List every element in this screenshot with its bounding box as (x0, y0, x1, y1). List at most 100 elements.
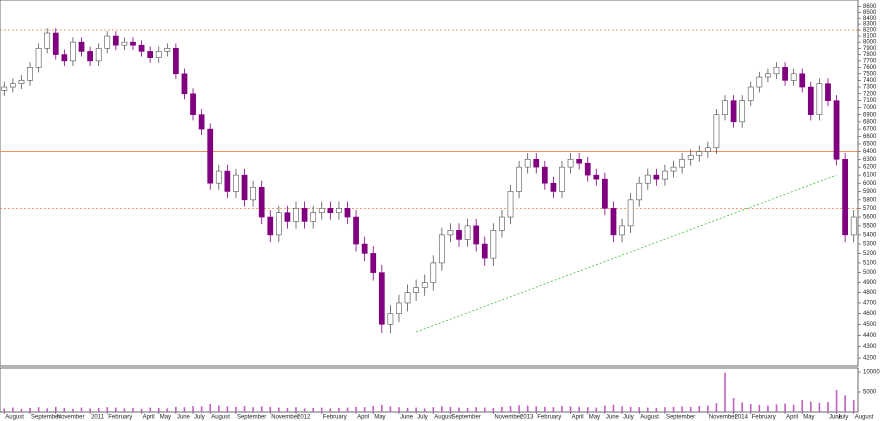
volume-bar (252, 407, 254, 412)
x-tick-label: May (160, 415, 171, 421)
volume-bar (115, 407, 117, 412)
y-tick-label: 7300 (863, 85, 877, 91)
volume-bar (792, 404, 795, 412)
volume-bar (320, 407, 323, 412)
y-tick-label: 7000 (863, 105, 877, 111)
y-tick-label: 4500 (863, 322, 877, 328)
x-tick-label: August (640, 415, 659, 421)
candle-body (799, 73, 806, 88)
candle-body (70, 41, 76, 62)
candle-body (576, 158, 583, 164)
volume-bar (458, 407, 460, 412)
volume-bar (209, 404, 212, 412)
volume-bar (475, 407, 477, 412)
y-tick-label: 7100 (863, 98, 877, 104)
candle-body (87, 51, 93, 62)
volume-bar (801, 400, 804, 412)
volume-bar (544, 406, 546, 412)
volume-bar (552, 407, 555, 412)
volume-bar (827, 402, 829, 412)
x-tick-label: April (143, 415, 155, 421)
volume-bar (724, 372, 726, 412)
candle-body (696, 151, 703, 156)
x-tick-label: February (108, 415, 132, 421)
x-tick-label: August (434, 415, 453, 421)
candle-body (747, 86, 754, 101)
candle-body (35, 48, 42, 68)
volume-bar (775, 404, 778, 412)
volume-bar (604, 405, 606, 412)
candle-body (782, 66, 788, 81)
y-tick-label: 7400 (863, 78, 877, 84)
volume-bar (758, 404, 761, 412)
volume-bar (810, 401, 812, 412)
candle-body (61, 54, 68, 62)
x-tick-label: June (606, 415, 620, 421)
candle-body (164, 48, 171, 52)
candle-body (687, 155, 694, 160)
y-tick-label: 8400 (863, 16, 877, 22)
price-pane (0, 0, 859, 367)
volume-bar (818, 402, 821, 412)
candle-body (327, 208, 334, 213)
volume-bar (226, 406, 229, 412)
candle-body (378, 272, 385, 325)
candle-body (481, 243, 488, 259)
volume-bar (578, 406, 580, 412)
candle-body (499, 216, 505, 231)
candle-body (27, 66, 33, 81)
volume-bar (672, 406, 675, 412)
y-tick-label: 6700 (863, 127, 877, 133)
x-tick-label: August (855, 415, 874, 421)
volume-bar (423, 408, 426, 412)
candle-body (825, 83, 831, 101)
x-tick-label: November (709, 415, 737, 421)
y-tick-label: 8600 (863, 4, 877, 10)
trendline (415, 174, 837, 333)
y-tick-label: 5900 (863, 189, 877, 195)
y-tick-label: 8000 (863, 40, 877, 46)
candle-body (541, 166, 548, 184)
x-tick-label: August (5, 415, 24, 421)
y-tick-label: 5300 (863, 242, 877, 248)
candle-body (52, 32, 59, 55)
candle-body (301, 208, 308, 222)
x-tick-label: April (786, 415, 798, 421)
volume-bar (501, 406, 503, 412)
volume-bar (72, 408, 74, 412)
x-tick-label: February (752, 415, 776, 421)
volume-bar (415, 407, 417, 412)
candle-body (233, 174, 239, 192)
volume-pane (0, 367, 859, 413)
x-tick-label: June (829, 415, 843, 421)
volume-bar (363, 407, 366, 412)
x-tick-label: May (374, 415, 385, 421)
candle-body (421, 282, 428, 288)
candle-body (1, 86, 8, 91)
volume-bar (749, 404, 752, 412)
x-tick-label: November (57, 415, 85, 421)
y-tick-label: 5000 (863, 270, 877, 276)
y-tick-label: 7800 (863, 52, 877, 58)
x-tick-label: 2011 (91, 415, 105, 421)
candle-body (258, 187, 265, 218)
y-tick-label: 4200 (863, 356, 877, 362)
y-tick-label: 6900 (863, 112, 877, 118)
y-tick-label: 4300 (863, 344, 877, 350)
candle-body (456, 230, 462, 240)
y-tick-label: 7600 (863, 65, 877, 71)
candle-body (559, 166, 565, 192)
volume-bar (492, 408, 495, 412)
volume-bar (217, 405, 220, 412)
candle-body (318, 208, 325, 213)
volume-bar (852, 400, 855, 412)
candle-body (413, 287, 420, 293)
candle-body (842, 158, 849, 236)
y-tick-label: 8500 (863, 10, 877, 16)
candle-body (44, 32, 51, 49)
x-tick-label: July (194, 415, 205, 421)
candle-body (336, 208, 342, 213)
volume-bar (278, 407, 280, 412)
volume-bar (381, 404, 383, 412)
volume-bar (561, 406, 563, 412)
